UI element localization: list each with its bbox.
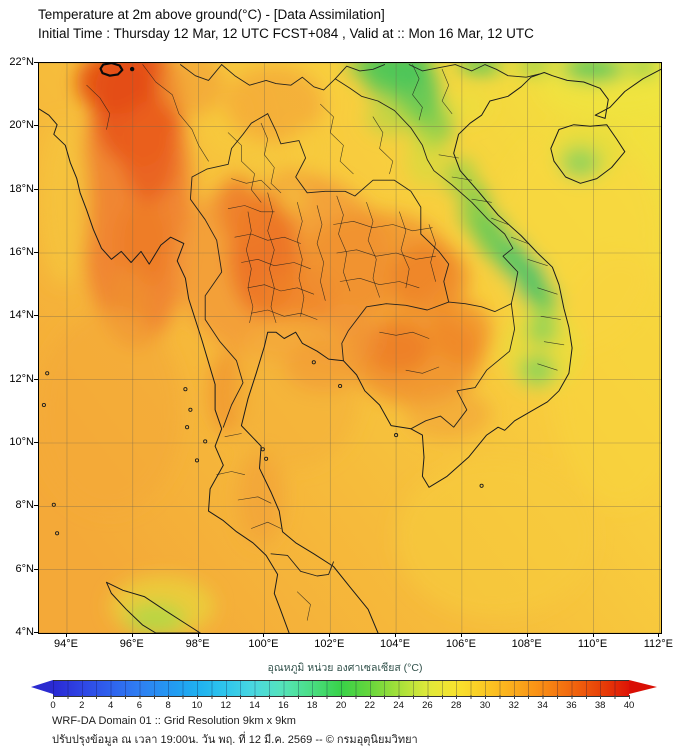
- footer-update-info: ปรับปรุงข้อมูล ณ เวลา 19:00น. วัน พฤ. ที…: [52, 734, 418, 746]
- lat-tick-label: 4°N: [15, 626, 34, 638]
- colorbar-tick-label: 14: [249, 700, 260, 711]
- lat-tick-mark: [34, 378, 38, 380]
- colorbar-cell-dividers: [53, 680, 629, 695]
- lon-tick-label: 100°E: [248, 638, 279, 650]
- colorbar-left-arrow: [31, 680, 53, 694]
- colorbar-tick-label: 22: [364, 700, 376, 711]
- lat-tick-mark: [34, 125, 38, 127]
- colorbar-tick-label: 18: [306, 700, 318, 711]
- footer-domain-info: WRF-DA Domain 01 :: Grid Resolution 9km …: [52, 715, 296, 727]
- lon-tick-label: 108°E: [511, 638, 542, 650]
- colorbar-tick-label: 24: [393, 700, 404, 711]
- lon-tick-label: 102°E: [314, 638, 345, 650]
- colorbar-tick-label: 8: [165, 700, 171, 711]
- colorbar-tick-label: 40: [623, 700, 635, 711]
- lon-tick-mark: [395, 633, 397, 637]
- colorbar-right-arrow: [629, 680, 657, 694]
- colorbar-tick-label: 36: [566, 700, 577, 711]
- colorbar-tick-label: 16: [278, 700, 289, 711]
- lon-tick-mark: [526, 633, 528, 637]
- lon-tick-mark: [592, 633, 594, 637]
- lat-tick-label: 20°N: [9, 119, 34, 132]
- colorbar-tick-label: 26: [422, 700, 433, 711]
- lon-tick-label: 96°E: [119, 638, 144, 650]
- lon-tick-label: 94°E: [53, 638, 78, 650]
- colorbar-tick-label: 2: [79, 700, 85, 711]
- lat-tick-mark: [34, 252, 38, 253]
- lon-tick-label: 98°E: [185, 638, 210, 650]
- lat-tick-mark: [34, 62, 38, 63]
- lat-tick-label: 18°N: [9, 182, 34, 195]
- colorbar-tick-label: 28: [450, 700, 462, 711]
- lat-tick-label: 6°N: [15, 562, 34, 575]
- lon-tick-label: 112°E: [643, 638, 673, 650]
- colorbar: [31, 680, 659, 697]
- page-title: Temperature at 2m above ground(°C) - [Da…: [38, 7, 385, 22]
- colorbar-tick-label: 6: [136, 700, 143, 711]
- lon-tick-mark: [65, 633, 67, 637]
- lat-tick-mark: [34, 188, 38, 190]
- colorbar-tick-label: 20: [335, 700, 347, 711]
- lat-tick-mark: [34, 442, 38, 443]
- lat-tick-mark: [34, 632, 38, 633]
- lon-tick-label: 110°E: [577, 638, 608, 650]
- colorbar-tick-label: 38: [594, 700, 606, 711]
- page-subtitle: Initial Time : Thursday 12 Mar, 12 UTC F…: [38, 26, 534, 41]
- lat-tick-label: 10°N: [9, 436, 34, 448]
- colorbar-tick-label: 4: [107, 700, 114, 711]
- colorbar-tick-label: 34: [537, 700, 548, 711]
- lat-tick-label: 14°N: [9, 309, 34, 322]
- colorbar-tick-label: 32: [508, 700, 520, 711]
- lat-tick-mark: [34, 568, 38, 570]
- lat-tick-mark: [34, 505, 38, 507]
- lon-tick-label: 106°E: [445, 638, 476, 650]
- lat-tick-label: 12°N: [9, 372, 34, 385]
- colorbar-tick-label: 12: [220, 700, 232, 711]
- lon-tick-mark: [197, 633, 199, 637]
- colorbar-tick-label: 30: [479, 700, 491, 711]
- lat-tick-label: 8°N: [15, 499, 34, 512]
- temperature-map: [38, 62, 662, 634]
- temperature-heatmap-canvas: [39, 63, 661, 633]
- lon-tick-mark: [329, 633, 331, 637]
- lon-tick-mark: [658, 633, 660, 637]
- lon-tick-mark: [263, 633, 265, 637]
- lat-tick-label: 16°N: [9, 246, 34, 258]
- colorbar-tick-label: 10: [191, 700, 203, 711]
- lat-tick-label: 22°N: [9, 56, 34, 68]
- colorbar-title: อุณหภูมิ หน่วย องศาเซลเซียส (°C): [267, 662, 423, 674]
- lon-tick-mark: [131, 633, 133, 637]
- lon-tick-label: 104°E: [380, 638, 411, 650]
- lat-tick-mark: [34, 315, 38, 317]
- colorbar-ticks: [53, 695, 630, 699]
- lon-tick-mark: [460, 633, 462, 637]
- colorbar-tick-label: 0: [50, 700, 56, 711]
